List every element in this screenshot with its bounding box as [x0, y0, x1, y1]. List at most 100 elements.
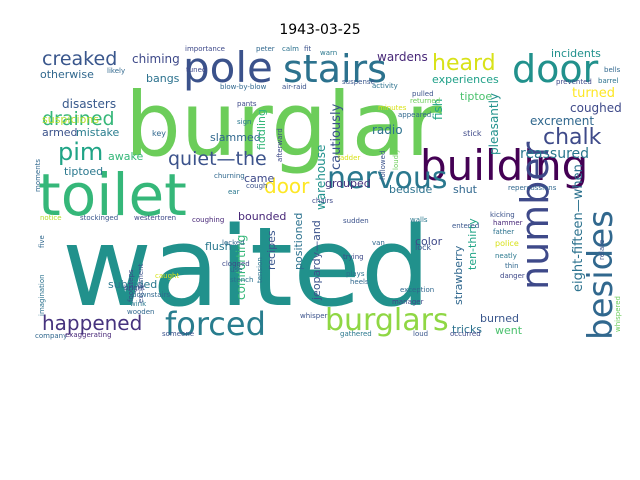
cloud-word: fit — [304, 45, 311, 53]
cloud-word: locked — [222, 239, 245, 247]
cloud-word: loud — [413, 330, 428, 338]
cloud-word: manager — [392, 298, 424, 306]
cloud-word: whisper — [300, 312, 328, 320]
cloud-word: pants — [237, 100, 257, 108]
cloud-word: hammer — [493, 219, 523, 227]
cloud-word: blow-by-blow — [220, 83, 267, 91]
cloud-word: jeopardy—and — [310, 220, 323, 301]
cloud-word: building — [420, 141, 588, 190]
cloud-word: bounded — [238, 210, 286, 223]
cloud-word: company — [35, 332, 67, 340]
cloud-word: relate — [598, 240, 606, 260]
cloud-word: burned — [480, 312, 519, 325]
cloud-word: trying — [343, 253, 364, 261]
cloud-word: westertoren — [134, 214, 176, 222]
cloud-word: disasters — [62, 97, 116, 111]
cloud-word: police — [495, 239, 519, 248]
cloud-word: pim — [58, 138, 103, 166]
cloud-word: armed — [42, 126, 78, 139]
cloud-word: tricks — [452, 323, 482, 336]
cloud-word: followed — [379, 151, 387, 180]
cloud-word: entered — [452, 222, 479, 230]
cloud-word: mistake — [76, 126, 120, 139]
cloud-word: door — [512, 47, 599, 91]
cloud-word: neatly — [495, 252, 517, 260]
cloud-word: pole — [183, 43, 273, 92]
cloud-word: pulled — [412, 90, 434, 98]
cloud-word: importance — [185, 45, 225, 53]
cloud-word: creaked — [42, 48, 117, 70]
cloud-word: repercussions — [508, 184, 557, 192]
cloud-word: van — [372, 239, 385, 247]
cloud-word: quiet—the — [168, 148, 267, 170]
cloud-word: caught — [155, 272, 179, 280]
cloud-word: use — [230, 266, 242, 274]
cloud-word: imagination — [38, 274, 46, 316]
cloud-word: chalk — [543, 125, 602, 150]
cloud-word: suspense — [342, 78, 375, 86]
cloud-word: father — [493, 228, 514, 236]
cloud-word: tiptoed — [64, 165, 103, 178]
cloud-word: walls — [410, 216, 428, 224]
cloud-word: exception — [400, 286, 434, 294]
cloud-word: minutes — [378, 104, 407, 112]
cloud-word: waited — [62, 203, 431, 331]
cloud-word: otherwise — [40, 68, 94, 81]
cloud-word: tension — [256, 257, 264, 283]
cloud-word: recipes — [265, 230, 278, 270]
cloud-word: peter — [256, 45, 275, 53]
cloud-word: ear — [228, 188, 240, 196]
cloud-word: key — [152, 129, 166, 138]
cloud-word: radio — [372, 123, 403, 137]
cloud-word: shut — [453, 183, 478, 196]
cloud-word: door — [264, 174, 310, 198]
cloud-word: kicking — [490, 211, 515, 219]
cloud-word: color — [415, 235, 443, 248]
cloud-word: excrement — [530, 114, 594, 128]
cloud-word: footsteps — [127, 269, 135, 302]
cloud-word: cautiously — [329, 103, 344, 170]
cloud-word: sign — [237, 118, 251, 126]
cloud-word: chiming — [132, 52, 180, 66]
cloud-word: subsided — [108, 278, 157, 291]
cloud-word: number — [513, 141, 557, 290]
cloud-word: air-raid — [282, 83, 307, 91]
cloud-word: happened — [42, 311, 142, 335]
cloud-word: positioned — [292, 213, 305, 270]
cloud-word: suspicions — [42, 113, 99, 126]
cloud-word: activity — [372, 82, 398, 90]
cloud-word: occurred — [450, 330, 481, 338]
cloud-word: five — [38, 235, 46, 248]
cloud-word: coughed — [570, 101, 622, 115]
page-title: 1943-03-25 — [279, 22, 361, 38]
cloud-word: moments — [34, 159, 42, 192]
cloud-word: tiptoe — [460, 90, 492, 103]
cloud-word: drained — [42, 108, 115, 130]
cloud-word: downstairs — [132, 291, 170, 299]
cloud-word: lock — [415, 243, 432, 252]
cloud-word: heard — [432, 51, 496, 76]
cloud-word: experiences — [432, 73, 499, 86]
cloud-word: sudden — [343, 217, 369, 225]
cloud-word: wink — [130, 300, 147, 308]
cloud-word: fiddling — [255, 109, 268, 150]
cloud-word: fish — [431, 99, 445, 120]
cloud-word: turned — [572, 86, 615, 101]
cloud-word: plays — [346, 270, 365, 278]
cloud-word: thin — [505, 262, 519, 270]
cloud-word: stockinged — [80, 214, 118, 222]
cloud-word: flush — [205, 240, 232, 253]
cloud-word: came — [244, 172, 275, 185]
cloud-word: forced — [165, 305, 266, 343]
cloud-word: exaggerating — [65, 331, 112, 339]
cloud-word: wardens — [377, 50, 428, 64]
cloud-word: toilet — [38, 161, 187, 229]
cloud-word: grouped — [325, 177, 371, 190]
cloud-word: awake — [108, 150, 143, 163]
cloud-word: churning — [214, 172, 245, 180]
cloud-word: stick — [463, 129, 482, 138]
cloud-word: afterward — [276, 128, 284, 162]
cloud-word: gathered — [340, 330, 372, 338]
cloud-word: cough — [246, 182, 267, 190]
cloud-word: danger — [500, 272, 525, 280]
